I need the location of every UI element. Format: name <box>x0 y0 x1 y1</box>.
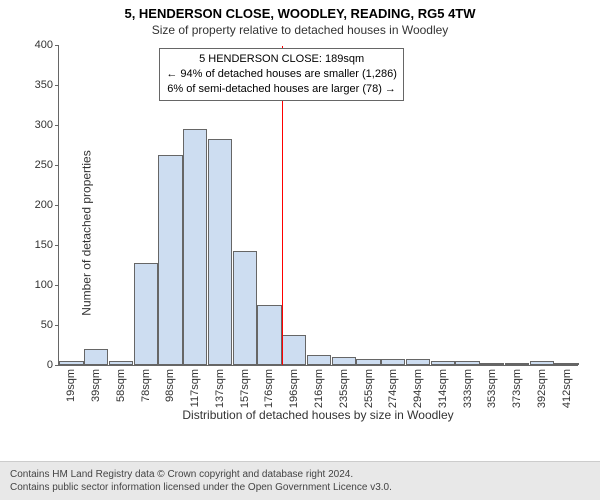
y-tick: 350 <box>35 79 59 91</box>
annotation-line-3: 6% of semi-detached houses are larger (7… <box>166 82 397 97</box>
x-tick: 98sqm <box>164 365 176 402</box>
histogram-bar <box>158 155 182 365</box>
x-tick: 157sqm <box>239 365 251 408</box>
x-tick: 314sqm <box>437 365 449 408</box>
histogram-bar <box>134 263 158 365</box>
x-tick: 294sqm <box>412 365 424 408</box>
x-tick: 137sqm <box>214 365 226 408</box>
y-tick: 0 <box>47 359 59 371</box>
x-axis-label: Distribution of detached houses by size … <box>58 408 578 422</box>
y-tick: 400 <box>35 39 59 51</box>
footer: Contains HM Land Registry data © Crown c… <box>0 461 600 500</box>
footer-line-1: Contains HM Land Registry data © Crown c… <box>10 468 590 481</box>
x-tick: 373sqm <box>511 365 523 408</box>
annotation-line-2: ← 94% of detached houses are smaller (1,… <box>166 67 397 82</box>
histogram-bar <box>208 139 232 365</box>
y-tick: 50 <box>41 319 59 331</box>
x-tick: 353sqm <box>486 365 498 408</box>
y-tick: 100 <box>35 279 59 291</box>
x-tick: 176sqm <box>263 365 275 408</box>
y-tick: 200 <box>35 199 59 211</box>
x-tick: 255sqm <box>363 365 375 408</box>
x-tick: 274sqm <box>387 365 399 408</box>
x-tick: 196sqm <box>288 365 300 408</box>
footer-line-2: Contains public sector information licen… <box>10 481 590 494</box>
x-tick: 78sqm <box>140 365 152 402</box>
histogram-bar <box>332 357 356 365</box>
x-tick: 333sqm <box>462 365 474 408</box>
x-tick: 58sqm <box>115 365 127 402</box>
x-tick: 235sqm <box>338 365 350 408</box>
y-tick: 150 <box>35 239 59 251</box>
histogram-bar <box>257 305 281 365</box>
plot-area: 05010015020025030035040019sqm39sqm58sqm7… <box>58 46 578 366</box>
histogram-bar <box>282 335 306 365</box>
annotation-line-1: 5 HENDERSON CLOSE: 189sqm <box>166 52 397 67</box>
x-tick: 19sqm <box>65 365 77 402</box>
x-tick: 39sqm <box>90 365 102 402</box>
annotation-box: 5 HENDERSON CLOSE: 189sqm← 94% of detach… <box>159 48 404 101</box>
x-tick: 117sqm <box>189 365 201 407</box>
y-tick: 300 <box>35 119 59 131</box>
histogram-bar <box>84 349 108 365</box>
histogram-bar <box>183 129 207 365</box>
histogram-bar <box>307 355 331 365</box>
x-tick: 216sqm <box>313 365 325 408</box>
chart: Number of detached properties 0501001502… <box>0 38 600 428</box>
y-tick: 250 <box>35 159 59 171</box>
x-tick: 412sqm <box>561 365 573 408</box>
page-title: 5, HENDERSON CLOSE, WOODLEY, READING, RG… <box>0 0 600 21</box>
x-tick: 392sqm <box>536 365 548 408</box>
histogram-bar <box>233 251 257 365</box>
